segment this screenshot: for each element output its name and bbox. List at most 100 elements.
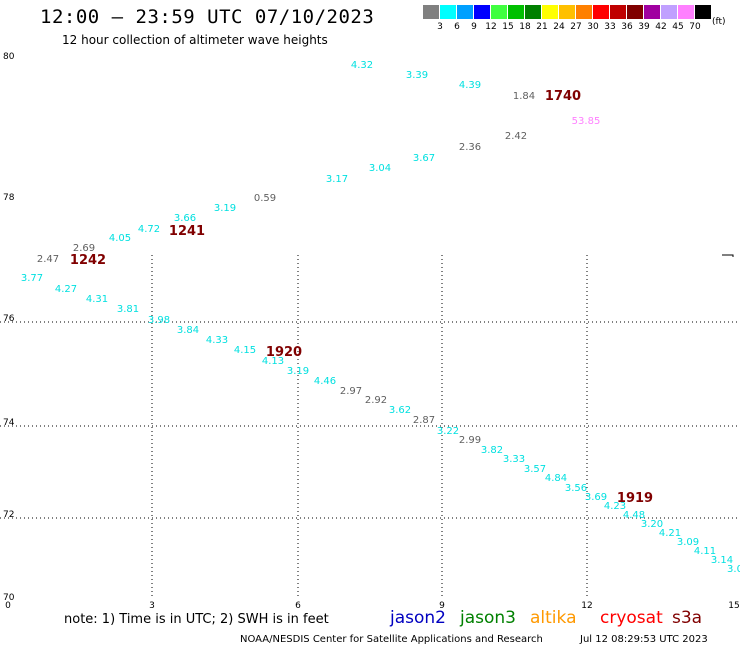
legend-label: 9: [471, 22, 477, 32]
wave-height-label: 3.17: [326, 174, 348, 185]
wave-height-label: 3.20: [641, 519, 663, 530]
wave-height-label: 2.97: [340, 386, 362, 397]
satellite-jason3: jason3: [460, 608, 516, 628]
wave-height-label: 3.57: [524, 464, 546, 475]
wave-height-label: 3.77: [21, 273, 43, 284]
legend-swatch: [678, 5, 694, 19]
wave-height-label: 3.62: [389, 405, 411, 416]
wave-height-label: 3.14: [711, 555, 733, 566]
wave-height-label: 3.04: [369, 163, 391, 174]
pass-time-label: 1241: [169, 224, 205, 239]
legend-swatch: [661, 5, 677, 19]
legend-label: 70: [689, 22, 701, 32]
map-subtitle: 12 hour collection of altimeter wave hei…: [62, 33, 328, 47]
satellite-altika: altika: [530, 608, 577, 628]
legend-label: 21: [536, 22, 548, 32]
pass-time-label: 1919: [617, 491, 653, 506]
pass-time-label: 1242: [70, 253, 106, 268]
legend-swatch: [559, 5, 575, 19]
wave-height-label: 3.69: [585, 492, 607, 503]
wave-height-label: 4.32: [351, 60, 373, 71]
wave-height-label: 3.09: [677, 537, 699, 548]
legend-swatch: [610, 5, 626, 19]
wave-height-label: 2.87: [413, 415, 435, 426]
legend-swatch: [542, 5, 558, 19]
wave-height-label: 2.69: [73, 243, 95, 254]
wave-height-label: 4.15: [234, 345, 256, 356]
wave-height-label: 4.23: [604, 501, 626, 512]
wave-height-label: 3.67: [413, 153, 435, 164]
legend-swatch: [525, 5, 541, 19]
observation-labels: 4.32 3.39 4.39 1.84 53.85 2.42 2.36 3.67 3.04 3.1…: [21, 60, 740, 575]
wave-height-label: 4.48: [623, 510, 645, 521]
wave-height-label: 4.27: [55, 284, 77, 295]
legend-label: 18: [519, 22, 531, 32]
x-tick-label: 12: [581, 601, 592, 611]
wave-height-label: 4.11: [694, 546, 716, 557]
legend-swatch: [423, 5, 439, 19]
wave-height-label: 4.05: [109, 233, 131, 244]
legend-label: 24: [553, 22, 565, 32]
legend-label: 27: [570, 22, 582, 32]
wave-height-label: 3.81: [117, 304, 139, 315]
x-tick-label: 6: [295, 601, 301, 611]
wave-height-label: 4.13: [262, 356, 284, 367]
wave-height-label: 2.42: [505, 131, 527, 142]
wave-height-label: 3.33: [503, 454, 525, 465]
lat-lon-grid: [0, 254, 740, 598]
legend-label: 39: [638, 22, 650, 32]
satellite-s3a: s3a: [672, 608, 703, 628]
legend-swatch: [627, 5, 643, 19]
pass-time-label: 1740: [545, 89, 581, 104]
legend-label: 42: [655, 22, 667, 32]
y-tick-label: 70: [3, 593, 15, 603]
wave-height-label: 3.0: [727, 564, 740, 575]
legend-swatch: [576, 5, 592, 19]
wave-height-label: 4.39: [459, 80, 481, 91]
wave-height-label: 2.92: [365, 395, 387, 406]
y-tick-label: 76: [3, 314, 15, 324]
legend-swatch: [457, 5, 473, 19]
legend-swatch: [474, 5, 490, 19]
wave-height-label: 3.56: [565, 483, 587, 494]
wave-height-label: 4.33: [206, 335, 228, 346]
legend-label: 12: [485, 22, 497, 32]
satellite-jason2: jason2: [390, 608, 446, 628]
legend-label: 36: [621, 22, 633, 32]
wave-height-label: 3.66: [174, 213, 196, 224]
wave-height-label: 3.19: [214, 203, 236, 214]
wave-height-label: 1.84: [513, 91, 535, 102]
wave-height-label: 4.72: [138, 224, 160, 235]
y-tick-label: 80: [3, 52, 15, 62]
x-tick-label: 0: [5, 601, 11, 611]
legend-unit: (ft): [712, 17, 726, 27]
time-marks: 1740 1241 1242 1920 1919: [70, 89, 653, 506]
wave-height-label: 4.31: [86, 294, 108, 305]
legend-swatch: [508, 5, 524, 19]
x-tick-label: 15: [728, 601, 739, 611]
legend-swatch: [440, 5, 456, 19]
pass-time-label: 1920: [266, 345, 302, 360]
x-tick-label: 9: [439, 601, 445, 611]
generation-timestamp: Jul 12 08:29:53 UTC 2023: [580, 634, 708, 645]
wave-height-label: 3.39: [406, 70, 428, 81]
wave-height-label: 3.84: [177, 325, 199, 336]
legend-label: 15: [502, 22, 514, 32]
legend-swatch: [644, 5, 660, 19]
wave-height-label: 3.19: [287, 366, 309, 377]
wave-height-label: 3.98: [148, 315, 170, 326]
wave-height-label: 2.99: [459, 435, 481, 446]
legend-label: 30: [587, 22, 599, 32]
legend-label: 45: [672, 22, 684, 32]
axis-labels: 80 78 76 74 72 700 3 6 9 12 15: [3, 52, 740, 611]
y-tick-label: 78: [3, 193, 15, 203]
wave-height-label: 4.84: [545, 473, 567, 484]
map-edge-mark: [722, 254, 734, 257]
wave-height-label: 4.21: [659, 528, 681, 539]
wave-height-label: 2.47: [37, 254, 59, 265]
legend-label: 33: [604, 22, 616, 32]
legend-swatch: [593, 5, 609, 19]
wave-height-label: 0.59: [254, 193, 276, 204]
legend-label: 3: [437, 22, 443, 32]
